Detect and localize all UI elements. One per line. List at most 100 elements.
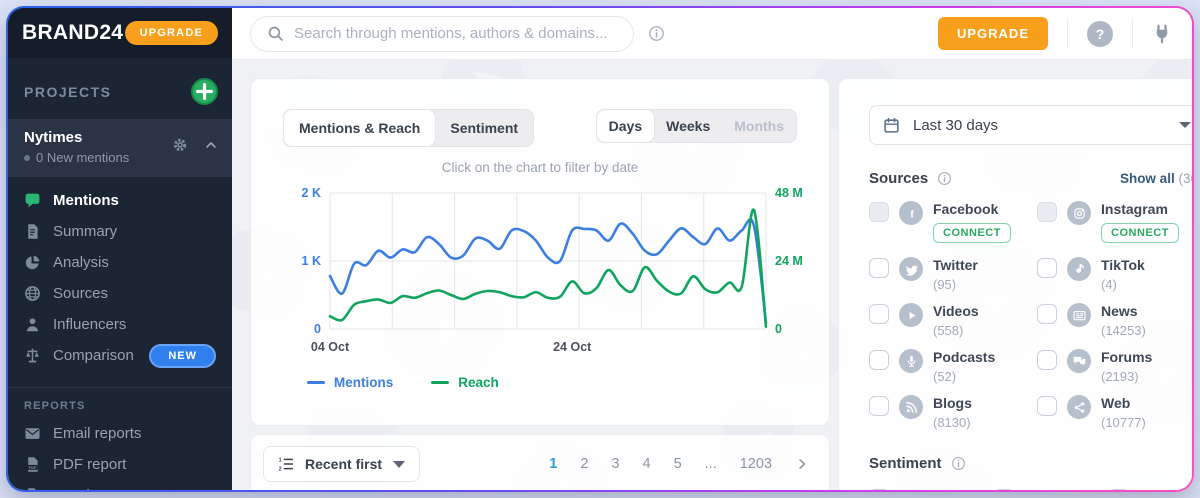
source-checkbox-podcasts[interactable] [869, 350, 889, 370]
source-count: (14253) [1101, 323, 1146, 338]
help-button[interactable]: ? [1087, 20, 1113, 47]
sources-info-icon[interactable] [937, 171, 952, 186]
svg-text:1 K: 1 K [302, 254, 321, 268]
twitter-icon [899, 257, 923, 281]
pdf-file-icon: PDF [24, 456, 41, 473]
share-icon [1067, 395, 1091, 419]
source-checkbox-instagram[interactable] [1037, 202, 1057, 222]
topbar-upgrade-button[interactable]: UPGRADE [937, 17, 1048, 50]
source-filter-videos: Videos (558) [869, 303, 1037, 347]
source-checkbox-videos[interactable] [869, 304, 889, 324]
sidebar-item-analysis[interactable]: Analysis [8, 247, 232, 278]
integrations-plug-icon[interactable] [1152, 24, 1172, 44]
search-bar[interactable] [250, 15, 634, 52]
newspaper-icon [1067, 303, 1091, 327]
sidebar-item-comparison[interactable]: Comparison NEW [8, 340, 232, 371]
project-name: Nytimes [24, 129, 83, 146]
period-weeks[interactable]: Weeks [654, 110, 722, 142]
sentiment-info-icon[interactable] [951, 456, 966, 471]
sidebar-logo-bar: BRAND24 UPGRADE [8, 8, 232, 58]
svg-text:0: 0 [314, 322, 321, 336]
sort-order-label: Recent first [305, 456, 383, 472]
sidebar-item-mentions[interactable]: Mentions [8, 185, 232, 216]
caret-down-icon [393, 460, 406, 468]
sidebar-item-summary[interactable]: Summary [8, 216, 232, 247]
source-checkbox-tiktok[interactable] [1037, 258, 1057, 278]
source-checkbox-twitter[interactable] [869, 258, 889, 278]
sources-title: Sources [869, 170, 929, 187]
search-input[interactable] [294, 25, 617, 42]
sidebar-item-pdf-report[interactable]: PDF PDF report [8, 449, 232, 480]
app-window: BRAND24 UPGRADE PROJECTS Nytimes 0 New m… [6, 6, 1194, 492]
period-toggle: Days Weeks Months [595, 109, 797, 143]
source-checkbox-forums[interactable] [1037, 350, 1057, 370]
source-filter-tiktok: TikTok (4) [1037, 257, 1192, 301]
search-info-icon[interactable] [648, 25, 665, 42]
facebook-icon: f [899, 201, 923, 225]
sentiment-filter-positive: Positive [1109, 488, 1192, 490]
svg-text:04 Oct: 04 Oct [311, 340, 350, 354]
connect-button-instagram[interactable]: CONNECT [1101, 223, 1179, 243]
connect-button-facebook[interactable]: CONNECT [933, 223, 1011, 243]
projects-label: PROJECTS [24, 83, 112, 100]
period-months[interactable]: Months [722, 110, 796, 142]
play-icon [899, 303, 923, 327]
show-all-link[interactable]: Show all (3606 [1119, 171, 1192, 186]
reports-section: REPORTS Email reports PDF PDF report Excel … [8, 387, 232, 490]
pagination-next-icon[interactable] [795, 457, 809, 471]
source-checkbox-blogs[interactable] [869, 396, 889, 416]
sentiment-checkbox-positive[interactable] [1109, 489, 1130, 490]
rss-icon [899, 395, 923, 419]
pagination-page-2[interactable]: 2 [580, 456, 589, 472]
source-filter-forums: Forums (2193) [1037, 349, 1192, 393]
sidebar-item-label: Influencers [53, 316, 127, 333]
add-project-button[interactable] [191, 78, 218, 105]
document-icon [24, 223, 41, 240]
projects-header: PROJECTS [8, 58, 232, 119]
search-icon [267, 25, 284, 42]
date-range-selector[interactable]: Last 30 days [869, 105, 1192, 145]
sentiment-checkbox-negative[interactable] [869, 489, 889, 490]
chevron-up-icon[interactable] [204, 138, 218, 152]
sidebar-item-label: Sources [53, 285, 109, 302]
source-count: (52) [933, 369, 957, 384]
pagination-page-1203[interactable]: 1203 [739, 456, 772, 472]
pagination-page-5[interactable]: 5 [673, 456, 682, 472]
pagination-page-4[interactable]: 4 [642, 456, 651, 472]
sentiment-filter-negative: Negative [869, 488, 957, 490]
project-new-mentions: 0 New mentions [24, 150, 129, 165]
sidebar-item-label: Analysis [53, 254, 109, 271]
period-days[interactable]: Days [596, 110, 655, 142]
source-checkbox-news[interactable] [1037, 304, 1057, 324]
project-row[interactable]: Nytimes 0 New mentions [8, 119, 232, 177]
app-frame: BRAND24 UPGRADE PROJECTS Nytimes 0 New m… [8, 8, 1192, 490]
gear-icon[interactable] [172, 137, 188, 153]
source-checkbox-web[interactable] [1037, 396, 1057, 416]
svg-text:0: 0 [775, 322, 782, 336]
sidebar-item-label: Email reports [53, 425, 142, 442]
globe-icon [24, 285, 41, 302]
sentiment-checkbox-neutral[interactable] [994, 489, 1015, 490]
legend-mentions[interactable]: Mentions [307, 375, 393, 390]
pagination-page-3[interactable]: 3 [611, 456, 620, 472]
sidebar: BRAND24 UPGRADE PROJECTS Nytimes 0 New m… [8, 8, 232, 490]
sidebar-item-label: Summary [53, 223, 118, 240]
sidebar-item-sources[interactable]: Sources [8, 278, 232, 309]
content-area: Mentions & Reach Sentiment Days Weeks Month… [232, 60, 1192, 490]
legend-reach[interactable]: Reach [431, 375, 499, 390]
pagination-page-1[interactable]: 1 [549, 456, 558, 472]
tab-sentiment[interactable]: Sentiment [435, 110, 533, 146]
source-filter-news: News (14253) [1037, 303, 1192, 347]
source-checkbox-facebook[interactable] [869, 202, 889, 222]
sidebar-item-excel-report[interactable]: Excel report [8, 480, 232, 490]
sentiment-title: Sentiment [869, 455, 942, 472]
date-range-label: Last 30 days [913, 116, 999, 134]
mentions-reach-chart[interactable]: 0 1 K 2 K 0 24 M 48 M 04 Oct 24 Oct [274, 179, 806, 375]
tab-mentions-reach[interactable]: Mentions & Reach [284, 110, 436, 146]
legend-swatch [307, 381, 325, 384]
sidebar-upgrade-button[interactable]: UPGRADE [124, 21, 218, 45]
sidebar-item-influencers[interactable]: Influencers [8, 309, 232, 340]
sidebar-item-email-reports[interactable]: Email reports [8, 418, 232, 449]
